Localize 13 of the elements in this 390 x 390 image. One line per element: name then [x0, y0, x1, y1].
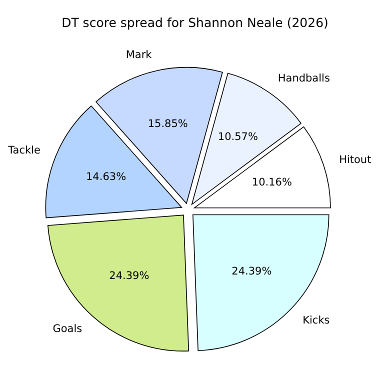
data-label: 24.39%: [232, 265, 272, 278]
data-label: 10.57%: [218, 131, 258, 144]
slice-label: Goals: [52, 322, 82, 335]
data-label: 14.63%: [86, 170, 126, 183]
data-label: 10.16%: [252, 176, 292, 188]
slice-label: Tackle: [7, 144, 40, 156]
data-label: 15.85%: [148, 118, 188, 130]
slice-label: Kicks: [302, 314, 330, 326]
slice-label: Mark: [126, 49, 153, 62]
slice-label: Handballs: [278, 72, 330, 85]
data-label: 24.39%: [109, 270, 150, 282]
chart-title: DT score spread for Shannon Neale (2026): [62, 15, 328, 30]
slice-label: Hitout: [339, 154, 372, 166]
